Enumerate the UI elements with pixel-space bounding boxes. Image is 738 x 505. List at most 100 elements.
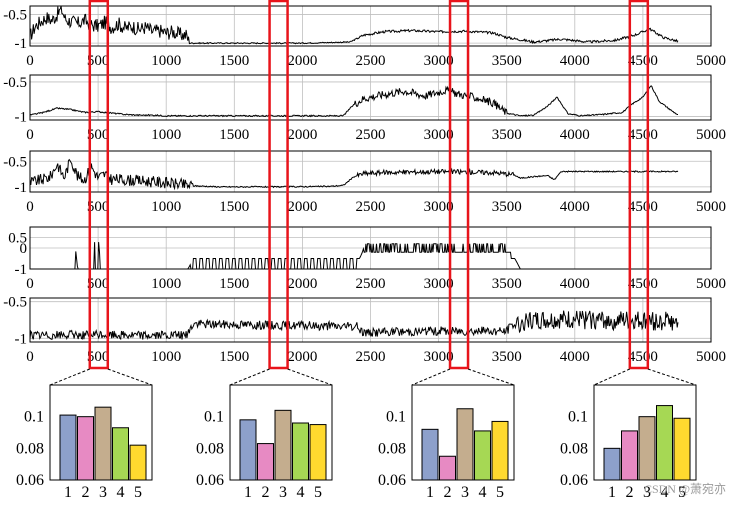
inset-frame <box>593 384 697 481</box>
x-tick-label: 3000 <box>424 349 454 365</box>
bar-inset-3: 0.1 0.08 0.06 1 2 3 4 5 <box>378 368 515 501</box>
highlight-window-4 <box>628 0 650 370</box>
bar-x-tick: 4 <box>297 484 305 501</box>
bar-inset-4: 0.1 0.08 0.06 1 2 3 4 5 <box>560 368 697 501</box>
bar-y-tick: 0.06 <box>560 472 588 489</box>
bar-y-tick: 0.06 <box>16 472 44 489</box>
bar-4 <box>474 430 491 481</box>
y-tick-label: -1 <box>15 180 28 196</box>
signal-trace <box>29 5 679 45</box>
x-tick-label: 3000 <box>424 276 454 292</box>
x-tick-label: 5000 <box>696 127 726 143</box>
y-tick-label: -1 <box>15 110 28 126</box>
x-tick-label: 1500 <box>219 276 249 292</box>
bar-x-tick: 3 <box>643 484 651 501</box>
y-tick-label: -1 <box>15 36 28 52</box>
x-tick-label: 3500 <box>492 199 522 215</box>
x-tick-label: 1000 <box>151 127 181 143</box>
zoom-connector <box>467 368 515 386</box>
bar-x-tick: 3 <box>99 484 107 501</box>
x-tick-label: 0 <box>26 199 34 215</box>
x-tick-label: 4500 <box>628 127 658 143</box>
bar-x-tick: 4 <box>479 484 487 501</box>
panel-frame <box>29 5 712 47</box>
bar-x-tick: 2 <box>626 484 634 501</box>
bar-1 <box>239 419 257 481</box>
bar-y-tick: 0.08 <box>16 440 44 457</box>
x-tick-label: 3500 <box>492 349 522 365</box>
x-tick-label: 0 <box>26 349 34 365</box>
y-tick-label: -0.5 <box>3 75 27 91</box>
bar-3 <box>274 409 292 481</box>
x-tick-label: 0 <box>26 127 34 143</box>
panel-3: 0 500 1000 1500 2000 2500 3000 3500 4000 4500 5000… <box>3 150 726 215</box>
zoom-connector <box>287 368 333 386</box>
bar-y-tick: 0.08 <box>560 440 588 457</box>
bar-inset-1: 0.1 0.08 0.06 1 2 3 4 5 <box>16 368 153 501</box>
x-tick-label: 5000 <box>696 199 726 215</box>
panel-2: 0 500 1000 1500 2000 2500 3000 3500 4000 4500 5000… <box>3 74 726 143</box>
watermark: CSDN @萧宛亦 <box>644 481 726 496</box>
highlight-window-1 <box>88 0 110 370</box>
x-tick-label: 5000 <box>696 53 726 69</box>
bar-y-tick: 0.1 <box>568 409 588 426</box>
zoom-connector <box>49 368 90 386</box>
bar-y-tick: 0.1 <box>24 409 44 426</box>
inset-frame <box>49 384 153 481</box>
x-tick-label: 2000 <box>287 127 317 143</box>
bar-x-tick: 1 <box>64 484 72 501</box>
bar-5 <box>129 444 147 481</box>
bar-2 <box>257 443 274 481</box>
x-tick-label: 3000 <box>424 127 454 143</box>
x-tick-label: 1000 <box>151 349 181 365</box>
bar-x-tick: 3 <box>279 484 287 501</box>
bar-y-tick: 0.08 <box>196 440 224 457</box>
x-tick-label: 1500 <box>219 199 249 215</box>
x-tick-label: 500 <box>87 127 110 143</box>
x-tick-label: 4000 <box>560 276 590 292</box>
bar-x-tick: 5 <box>134 484 142 501</box>
x-tick-label: 1000 <box>151 199 181 215</box>
bar-x-tick: 2 <box>262 484 270 501</box>
panel-frame <box>29 226 712 270</box>
bar-4 <box>656 405 673 481</box>
bar-5 <box>309 424 327 481</box>
x-tick-label: 1000 <box>151 276 181 292</box>
bar-y-tick: 0.1 <box>204 409 224 426</box>
y-tick-label: -0.5 <box>3 8 27 24</box>
x-tick-label: 4500 <box>628 199 658 215</box>
bar-4 <box>112 427 129 481</box>
highlight-window-2 <box>268 0 289 370</box>
x-tick-label: 2500 <box>356 199 386 215</box>
x-tick-label: 4500 <box>628 53 658 69</box>
panel-frame <box>29 74 712 121</box>
x-tick-label: 1000 <box>151 53 181 69</box>
x-tick-label: 4500 <box>628 276 658 292</box>
bar-2 <box>77 416 94 481</box>
bar-x-tick: 3 <box>461 484 469 501</box>
x-tick-label: 0 <box>26 276 34 292</box>
zoom-connector <box>593 368 631 386</box>
bar-x-tick: 5 <box>678 484 686 501</box>
time-series-panels: 0 500 1000 1500 2000 2500 3000 3500 4000 4500 5000… <box>3 5 726 365</box>
x-tick-label: 2500 <box>356 349 386 365</box>
inset-frame <box>229 384 333 481</box>
bar-1 <box>603 447 621 481</box>
zoom-connector <box>647 368 697 386</box>
bar-x-tick: 1 <box>244 484 252 501</box>
bar-5 <box>673 417 691 481</box>
signal-trace <box>29 158 679 191</box>
x-tick-label: 4500 <box>628 349 658 365</box>
x-tick-label: 2000 <box>287 276 317 292</box>
x-tick-label: 2500 <box>356 127 386 143</box>
zoom-connector <box>107 368 153 386</box>
bar-y-tick: 0.06 <box>196 472 224 489</box>
x-tick-label: 2500 <box>356 53 386 69</box>
signal-trace <box>29 310 679 341</box>
x-tick-label: 3500 <box>492 276 522 292</box>
y-tick-label: -0.5 <box>3 295 27 311</box>
x-tick-label: 1500 <box>219 349 249 365</box>
x-tick-label: 2500 <box>356 276 386 292</box>
bar-x-tick: 1 <box>608 484 616 501</box>
